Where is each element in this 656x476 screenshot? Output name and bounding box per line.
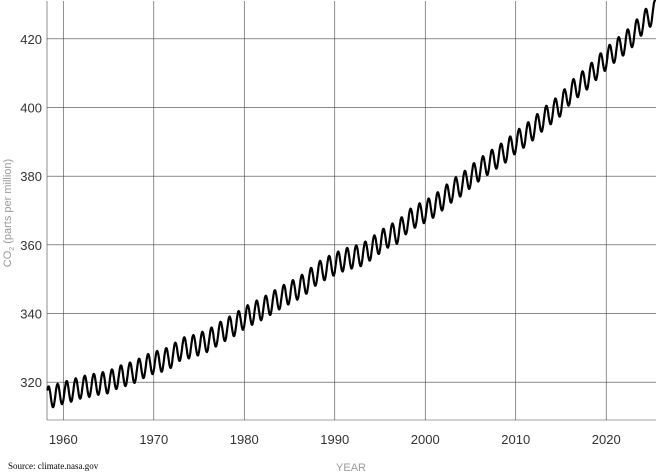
y-axis-title-co: CO (2, 250, 14, 267)
x-tick-label: 2000 (411, 432, 440, 447)
x-tick-label: 2010 (501, 432, 530, 447)
co2-series-line (46, 0, 656, 409)
x-tick-label: 1970 (139, 432, 168, 447)
y-axis-tick-labels: 320 340 360 380 400 420 (20, 32, 42, 390)
x-tick-label: 2020 (592, 432, 621, 447)
source-credit: Source: climate.nasa.gov (8, 461, 99, 471)
y-tick-label: 340 (20, 307, 42, 322)
y-tick-label: 320 (20, 375, 42, 390)
x-tick-label: 1980 (230, 432, 259, 447)
x-tick-label: 1960 (49, 432, 78, 447)
y-axis-title-units: (parts per million) (2, 159, 14, 247)
grid-lines (46, 1, 656, 421)
y-tick-label: 360 (20, 238, 42, 253)
x-tick-label: 1990 (320, 432, 349, 447)
y-axis-title: CO2 (parts per million) (2, 159, 16, 267)
x-axis-title: YEAR (336, 462, 366, 474)
x-axis-tick-labels: 1960 1970 1980 1990 2000 2010 2020 (49, 432, 621, 447)
y-axis-title-subscript: 2 (9, 247, 16, 251)
y-tick-label: 420 (20, 32, 42, 47)
y-tick-label: 400 (20, 100, 42, 115)
y-tick-label: 380 (20, 169, 42, 184)
